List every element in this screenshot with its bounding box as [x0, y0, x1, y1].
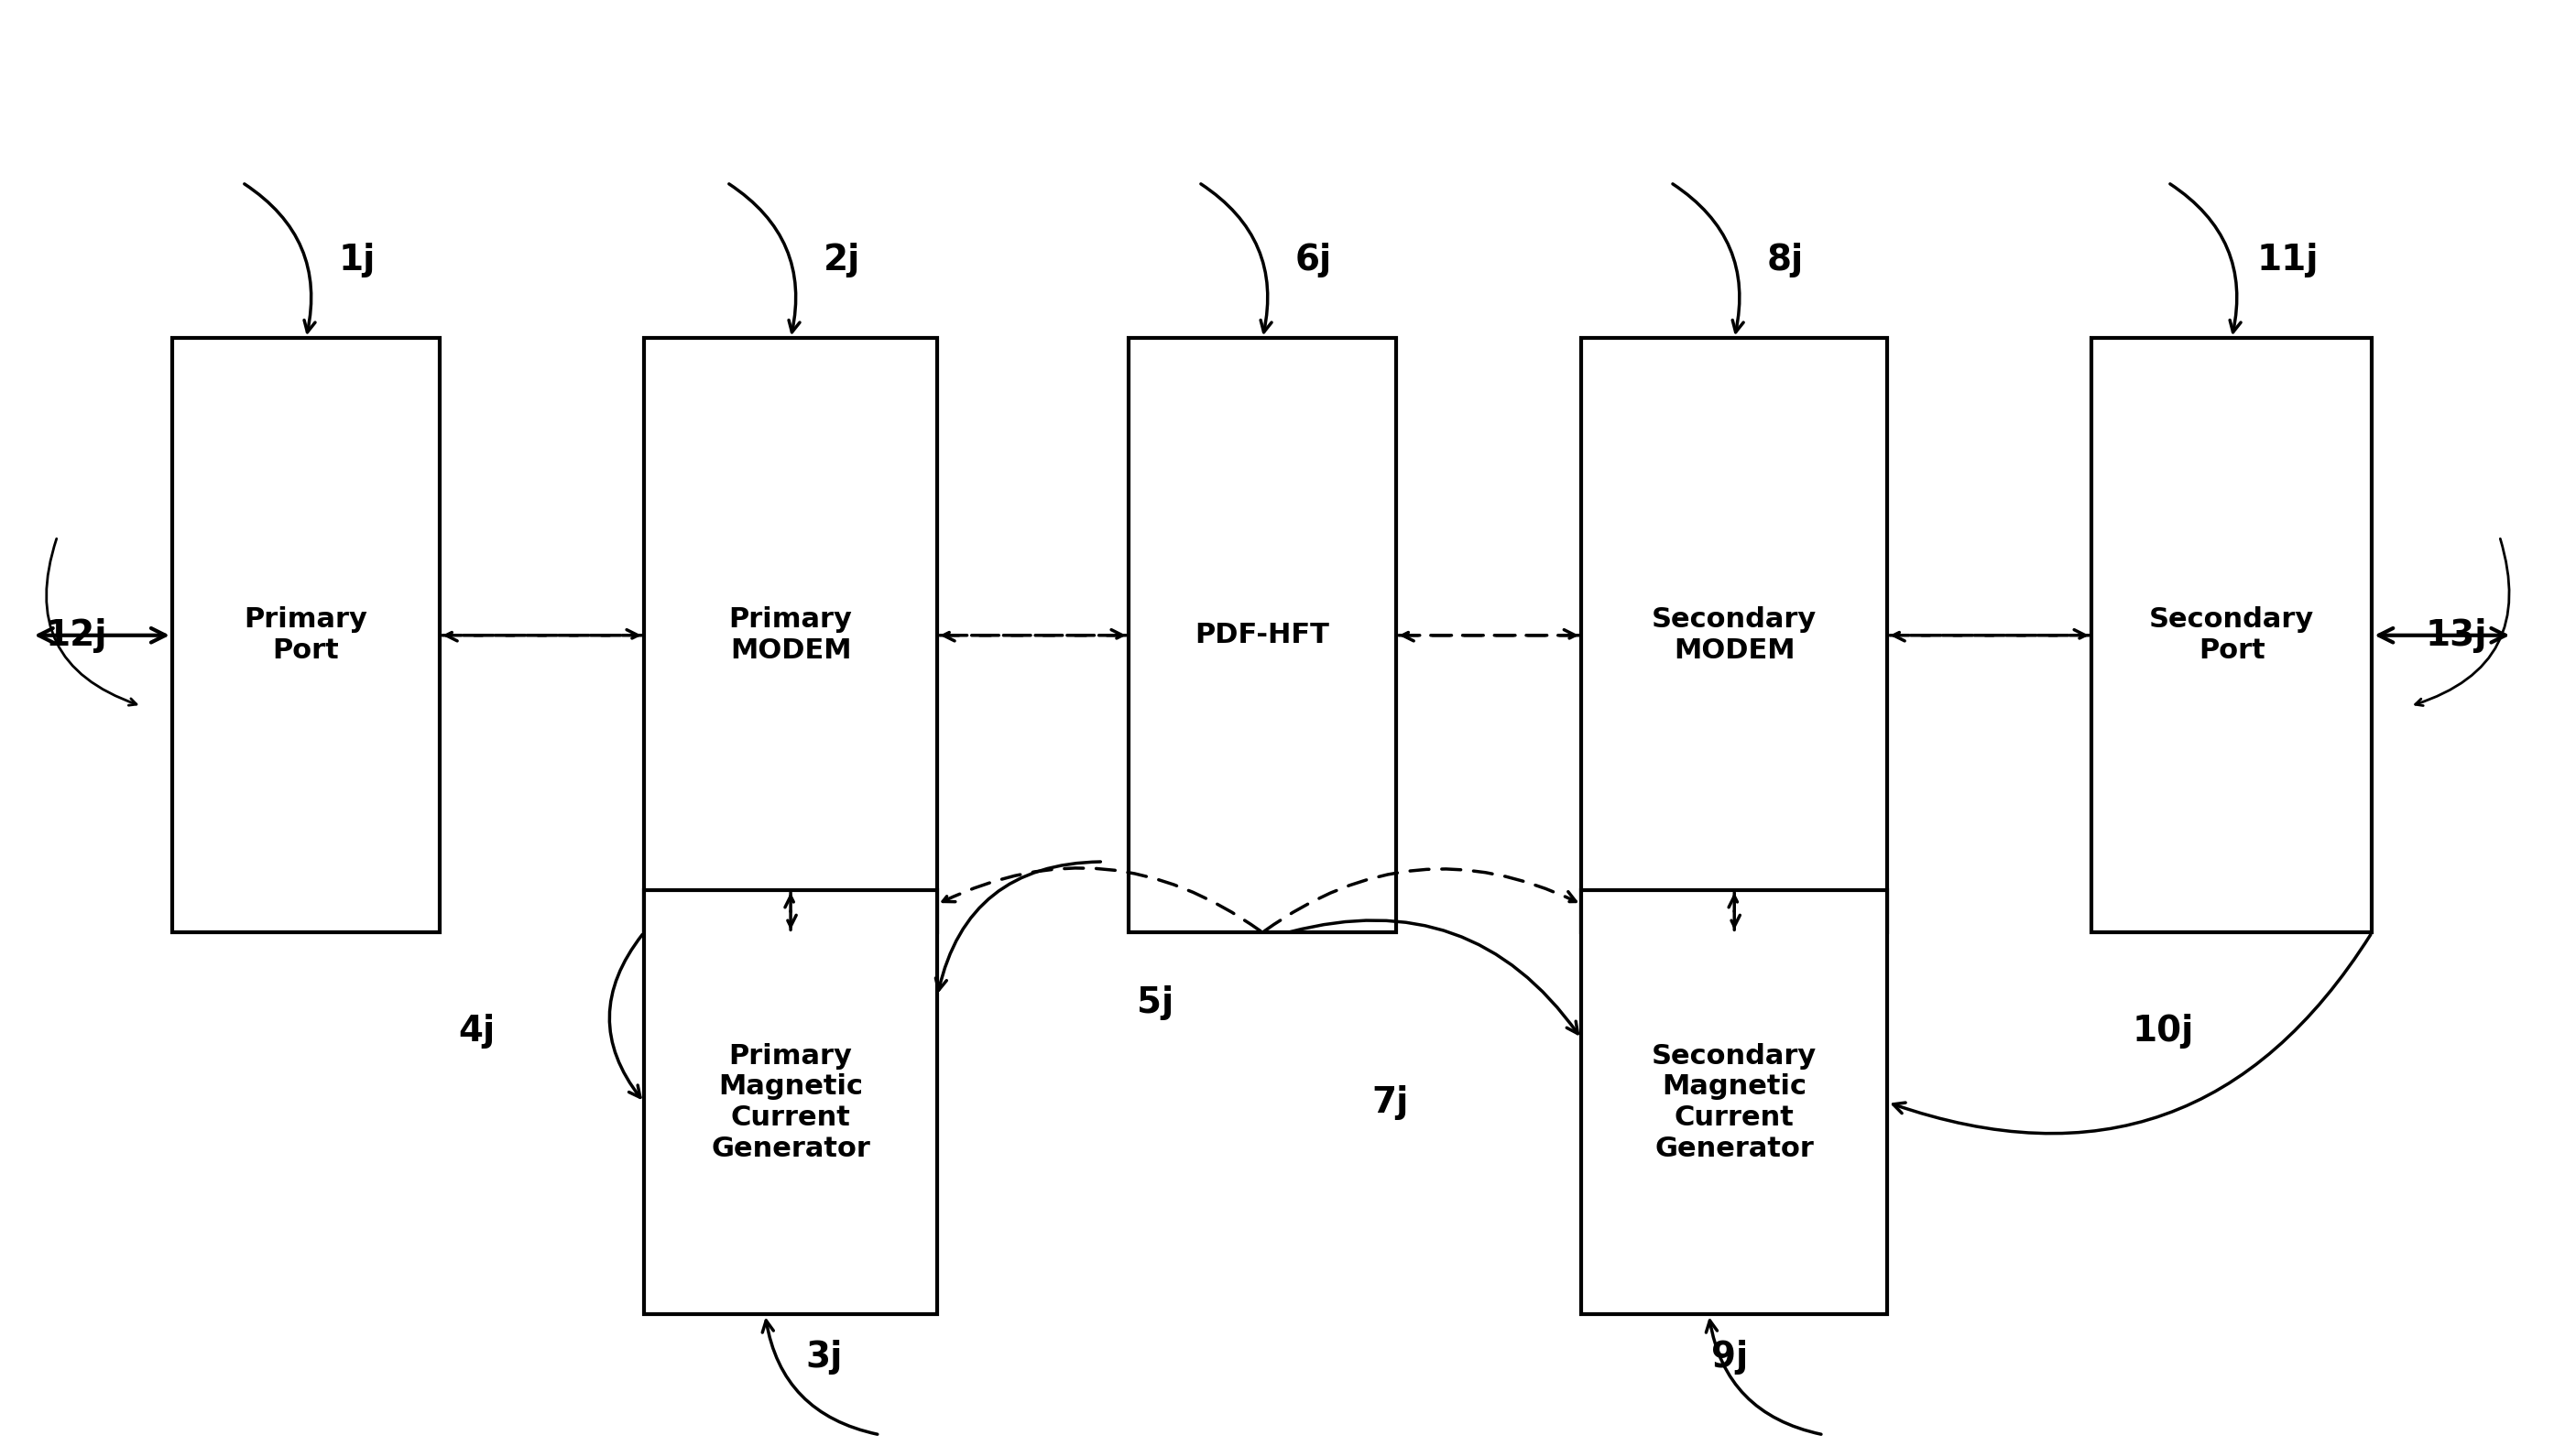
Bar	[1582, 891, 1888, 1314]
Text: 8j: 8j	[1767, 243, 1803, 278]
Text: 7j: 7j	[1370, 1084, 1409, 1119]
Text: Secondary
Magnetic
Current
Generator: Secondary Magnetic Current Generator	[1651, 1043, 1816, 1161]
Text: 4j: 4j	[459, 1014, 495, 1048]
Text: 11j: 11j	[2257, 243, 2318, 278]
Bar	[2092, 338, 2372, 933]
Text: PDF-HFT: PDF-HFT	[1195, 622, 1329, 649]
Text: 6j: 6j	[1296, 243, 1332, 278]
Text: 13j: 13j	[2424, 617, 2486, 652]
Text: Primary
MODEM: Primary MODEM	[729, 607, 853, 664]
Text: Primary
Port: Primary Port	[245, 607, 368, 664]
Text: Secondary
Port: Secondary Port	[2148, 607, 2313, 664]
Text: 10j: 10j	[2133, 1014, 2195, 1048]
Text: 1j: 1j	[337, 243, 376, 278]
Text: 9j: 9j	[1710, 1339, 1747, 1374]
Text: 2j: 2j	[824, 243, 860, 278]
Bar	[644, 891, 938, 1314]
Text: 5j: 5j	[1136, 986, 1175, 1021]
Bar	[1582, 338, 1888, 933]
Text: 3j: 3j	[806, 1339, 842, 1374]
Text: Primary
Magnetic
Current
Generator: Primary Magnetic Current Generator	[711, 1043, 871, 1161]
Bar	[644, 338, 938, 933]
Text: Secondary
MODEM: Secondary MODEM	[1651, 607, 1816, 664]
Bar	[173, 338, 440, 933]
Text: 12j: 12j	[46, 617, 108, 652]
Bar	[1128, 338, 1396, 933]
